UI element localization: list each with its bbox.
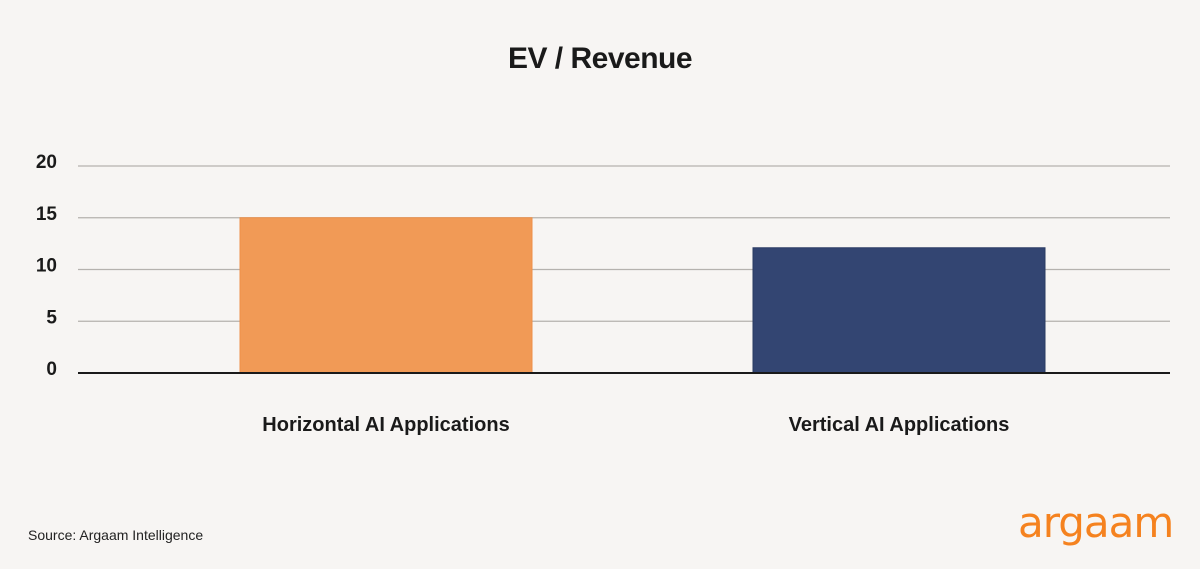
y-tick-label: 5: [46, 307, 57, 328]
argaam-logo: argaam: [1018, 498, 1174, 547]
y-tick-label: 10: [36, 256, 57, 277]
y-tick-label: 0: [46, 359, 57, 380]
bar: [239, 217, 533, 374]
y-tick-label: 15: [36, 204, 58, 225]
source-note: Source: Argaam Intelligence: [28, 527, 204, 543]
y-tick-label: 20: [36, 152, 57, 173]
chart-title: EV / Revenue: [507, 42, 693, 75]
x-category-label: Horizontal AI Applications: [262, 414, 509, 436]
x-category-label: Vertical AI Applications: [789, 414, 1010, 436]
bar: [752, 247, 1046, 374]
